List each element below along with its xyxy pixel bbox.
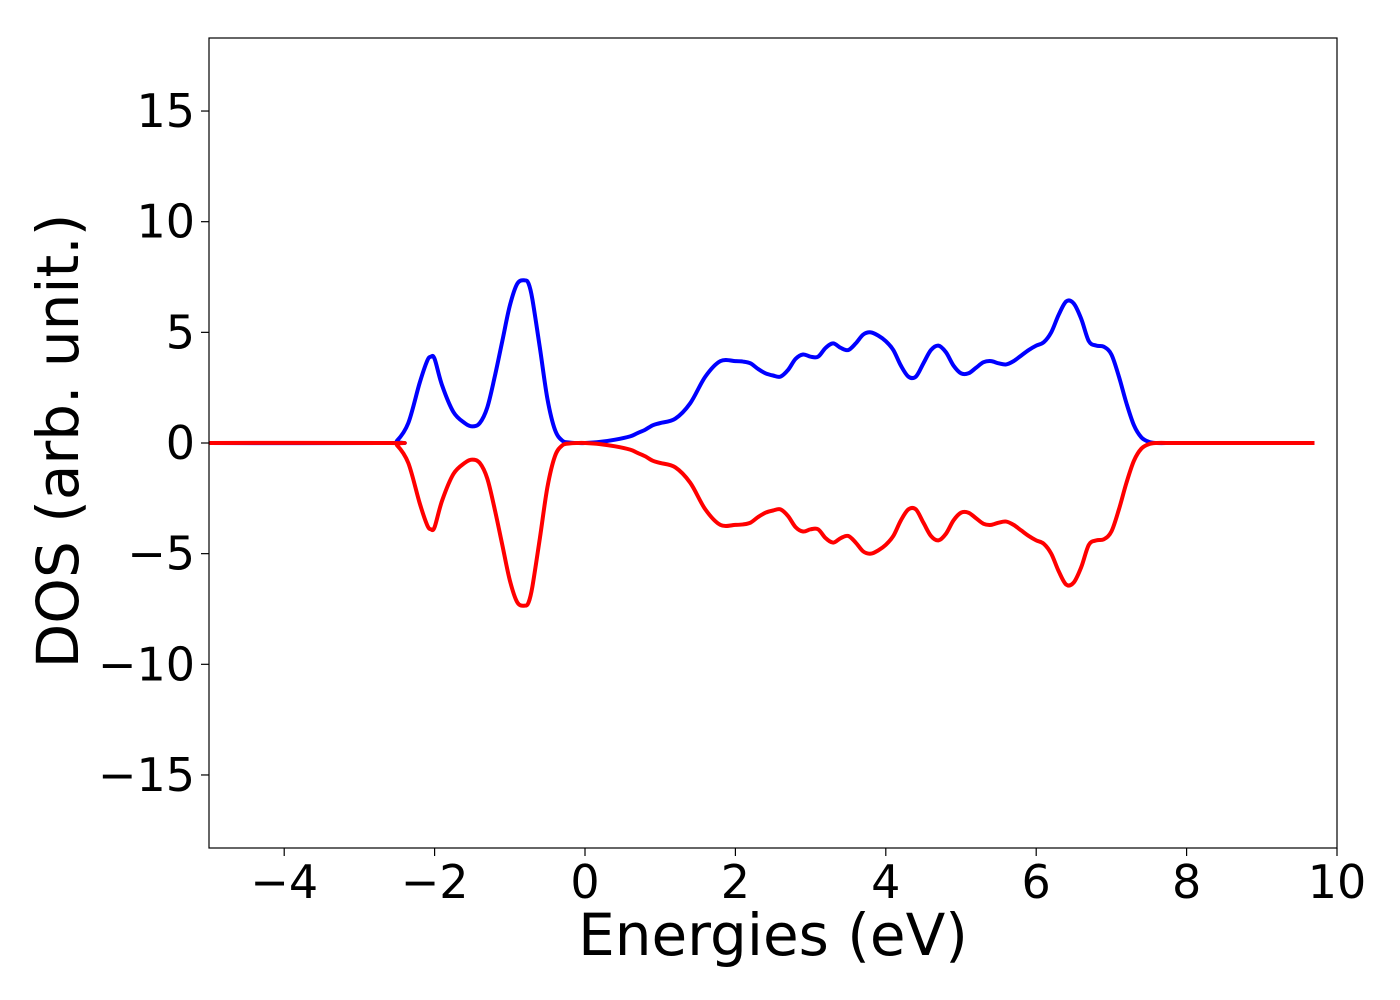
dos-spin-up-line — [208, 278, 1315, 446]
x-axis-title: Energies (eV) — [578, 901, 968, 969]
x-tick-label: 4 — [871, 855, 900, 909]
x-tick-label: −4 — [250, 855, 318, 909]
y-tick-label: −5 — [127, 527, 195, 581]
y-tick-label: −15 — [98, 748, 195, 802]
y-tick-label: 15 — [136, 84, 195, 138]
x-tick-label: 2 — [721, 855, 750, 909]
x-tick-label: 10 — [1308, 855, 1367, 909]
x-tick-label: 6 — [1022, 855, 1051, 909]
series-layer — [208, 278, 1315, 608]
y-axis-title: DOS (arb. unit.) — [24, 214, 92, 669]
y-tick-label: 0 — [166, 416, 195, 470]
dos-spin-down-line — [208, 440, 1315, 608]
x-axis: −4 −2 0 2 4 6 8 10 — [250, 848, 1366, 909]
x-tick-label: 8 — [1172, 855, 1201, 909]
y-axis: −15 −10 −5 0 5 10 15 — [98, 84, 209, 802]
y-tick-label: 10 — [136, 195, 195, 249]
x-tick-label: −2 — [401, 855, 469, 909]
y-tick-label: 5 — [166, 305, 195, 359]
x-tick-label: 0 — [570, 855, 599, 909]
y-tick-label: −10 — [98, 637, 195, 691]
